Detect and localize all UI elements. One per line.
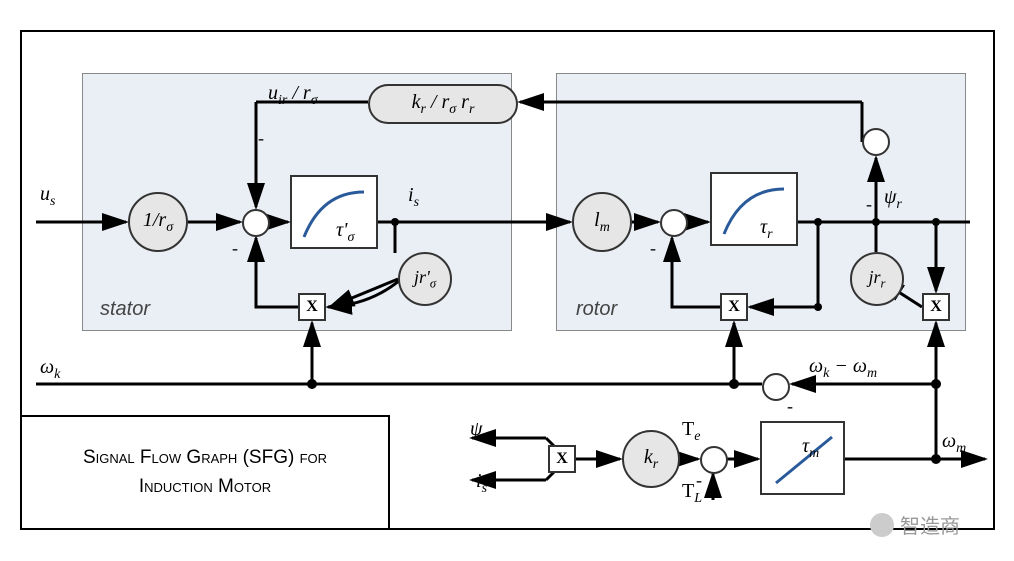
watermark: 智造商 bbox=[870, 510, 960, 539]
label-omega-k: ωk bbox=[40, 356, 60, 383]
gain-jr-sigma: jr'σ bbox=[398, 252, 452, 306]
label-psir: ψr bbox=[884, 186, 902, 213]
summing-junction-omega bbox=[762, 373, 790, 401]
multiplier-torque: X bbox=[548, 445, 576, 473]
label-te: Te bbox=[682, 418, 700, 445]
title-text: Signal Flow Graph (SFG) for Induction Mo… bbox=[71, 444, 339, 501]
stator-label: stator bbox=[100, 298, 150, 321]
sign-minus: - bbox=[866, 194, 872, 215]
sign-minus: - bbox=[696, 470, 702, 491]
label-is: is bbox=[408, 184, 419, 211]
curve-icon bbox=[712, 174, 800, 248]
summing-junction-torque bbox=[700, 446, 728, 474]
gain-lm: lm bbox=[572, 192, 632, 252]
label-uir: uir / rσ bbox=[268, 82, 318, 109]
multiplier-rotor-1: X bbox=[720, 293, 748, 321]
watermark-text: 智造商 bbox=[900, 510, 960, 539]
wechat-icon bbox=[870, 513, 894, 537]
multiplier-stator: X bbox=[298, 293, 326, 321]
integrator-tau-sigma: τ'σ bbox=[290, 175, 378, 249]
title-box: Signal Flow Graph (SFG) for Induction Mo… bbox=[20, 415, 390, 530]
summing-junction-rotor bbox=[660, 209, 688, 237]
gain-inv-r-sigma: 1/rσ bbox=[128, 192, 188, 252]
summing-junction-top bbox=[862, 128, 890, 156]
label-us: us bbox=[40, 183, 55, 210]
label-wk-wm: ωk − ωm bbox=[809, 355, 877, 382]
gain-kr-over-rsrr: kr / rσ rr bbox=[368, 84, 518, 124]
sign-minus: - bbox=[258, 128, 264, 149]
gain-kr: kr bbox=[622, 430, 680, 488]
label-omega-m: ωm bbox=[942, 430, 966, 457]
gain-jr-r: jrr bbox=[850, 252, 904, 306]
label-is-2: is bbox=[476, 470, 487, 497]
summing-junction-stator bbox=[242, 209, 270, 237]
label-psir-2: ψr bbox=[470, 418, 488, 445]
integrator-tau-m: τm bbox=[760, 421, 845, 495]
sign-minus: - bbox=[650, 238, 656, 259]
multiplier-rotor-2: X bbox=[922, 293, 950, 321]
rotor-label: rotor bbox=[576, 298, 617, 321]
integrator-tau-r: τr bbox=[710, 172, 798, 246]
sign-minus: - bbox=[787, 396, 793, 417]
sign-minus: - bbox=[232, 238, 238, 259]
